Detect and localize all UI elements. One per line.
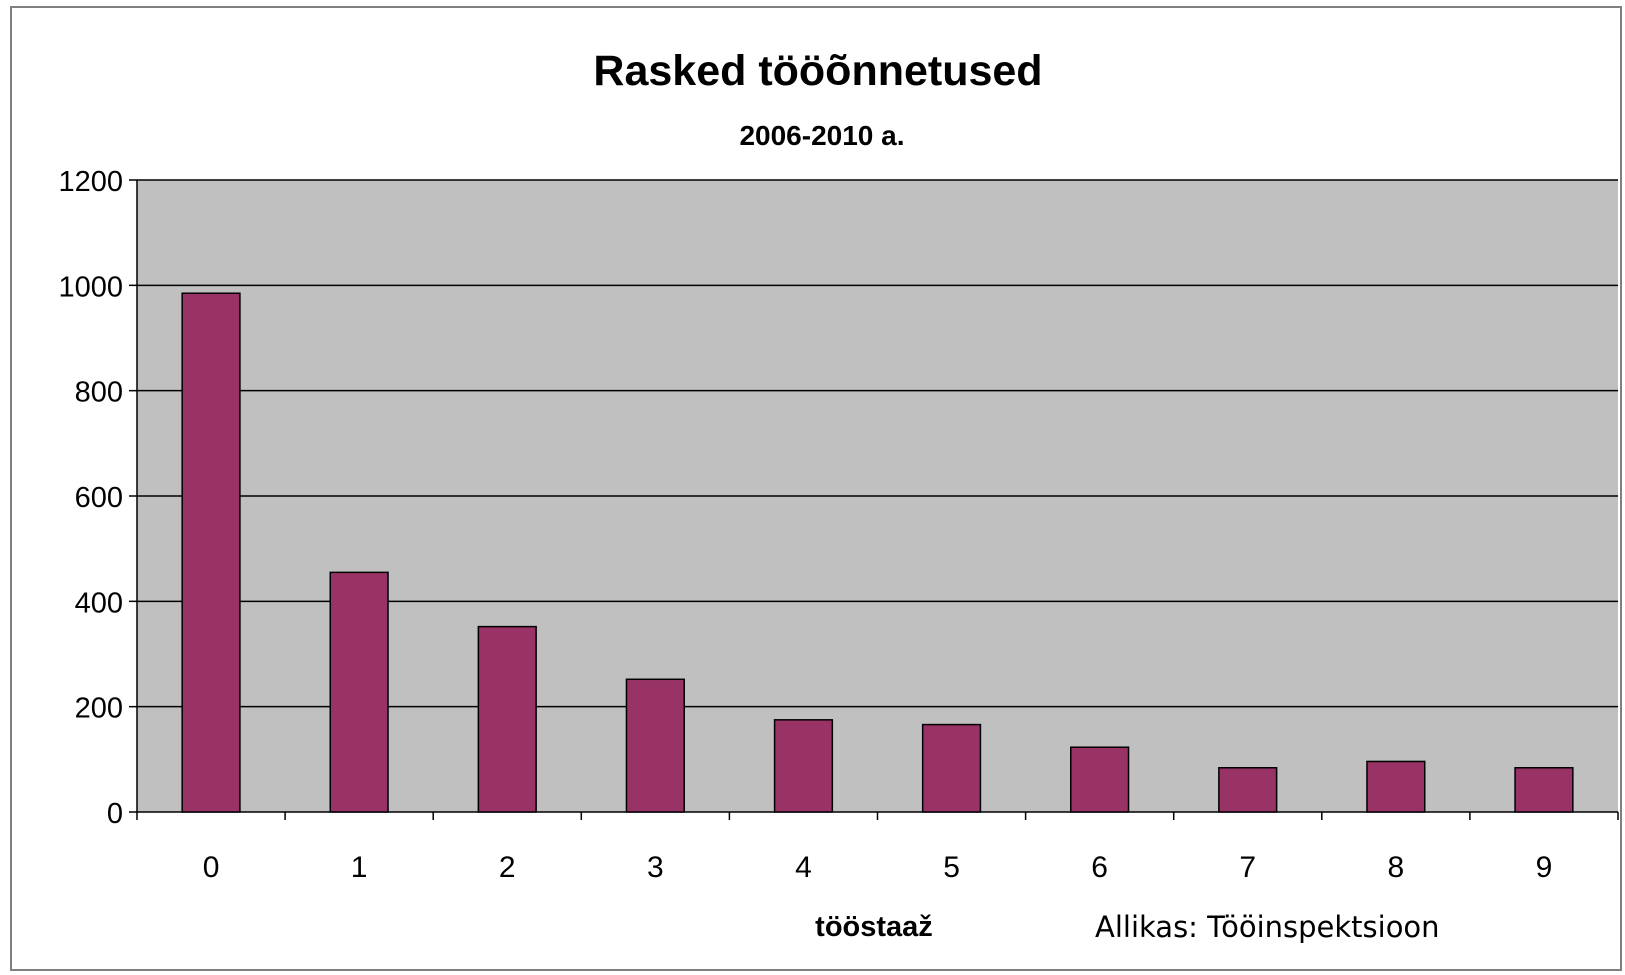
x-tick-label: 7: [1239, 851, 1256, 884]
bar-9: [1515, 768, 1573, 812]
bar-6: [1071, 747, 1129, 812]
x-tick-label: 9: [1536, 851, 1553, 884]
x-tick-label: 0: [203, 851, 220, 884]
y-tick-label: 800: [75, 377, 123, 409]
x-tick-label: 3: [647, 851, 664, 884]
chart-subtitle: 2006-2010 a.: [739, 120, 904, 151]
bar-4: [775, 720, 833, 812]
x-tick-label: 2: [499, 851, 516, 884]
y-tick-label: 0: [107, 798, 123, 830]
y-tick-label: 1200: [58, 166, 123, 198]
chart-title: Rasked tööõnnetused: [593, 47, 1042, 95]
bar-7: [1219, 768, 1277, 812]
y-tick-label: 200: [75, 693, 123, 725]
bar-0: [182, 293, 240, 812]
x-tick-label: 6: [1091, 851, 1108, 884]
source-note: Allikas: Tööinspektsioon: [1095, 910, 1440, 944]
bar-5: [923, 725, 981, 812]
bar-8: [1367, 761, 1425, 812]
y-tick-label: 600: [75, 482, 123, 514]
x-tick-label: 4: [795, 851, 812, 884]
x-tick-label: 8: [1388, 851, 1405, 884]
y-tick-label: 1000: [58, 271, 123, 303]
bar-1: [330, 572, 388, 812]
x-axis-label: tööstaaž: [815, 911, 933, 943]
y-tick-label: 400: [75, 587, 123, 619]
bar-2: [478, 627, 536, 812]
bar-3: [626, 679, 684, 812]
x-tick-label: 1: [351, 851, 368, 884]
x-tick-label: 5: [943, 851, 960, 884]
plot-area: 0 200 400 600 800 1000 1200 0 1 2 3 4 5 6 7 8 9: [58, 166, 1618, 884]
